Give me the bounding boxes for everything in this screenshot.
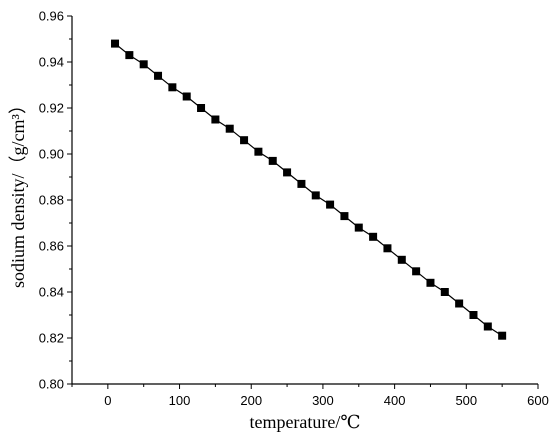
data-point xyxy=(426,278,435,287)
data-point xyxy=(397,255,406,264)
data-point xyxy=(225,124,234,133)
data-point xyxy=(383,244,392,253)
data-point xyxy=(139,60,148,69)
data-point xyxy=(254,147,263,156)
data-point xyxy=(340,212,349,221)
data-point xyxy=(469,311,478,319)
data-point xyxy=(297,179,306,188)
y-tick-label: 0.92 xyxy=(39,101,64,116)
data-point xyxy=(498,331,507,340)
y-tick-label: 0.88 xyxy=(39,193,64,208)
data-point xyxy=(283,168,292,177)
y-tick-label: 0.90 xyxy=(39,147,64,162)
axes xyxy=(71,16,538,385)
y-tick-label: 0.94 xyxy=(39,55,64,70)
y-tick-label: 0.82 xyxy=(39,331,64,346)
ticks: 0 100 200 300 400 500 600 0.80 0.82 0.84 0.86 0.88 0… xyxy=(39,9,549,409)
data-point xyxy=(483,322,492,331)
y-tick-label: 0.84 xyxy=(39,285,64,300)
y-tick-label: 0.96 xyxy=(39,9,64,24)
data-series xyxy=(111,39,507,340)
x-tick-label: 500 xyxy=(455,393,477,408)
series-line xyxy=(114,43,503,337)
data-point xyxy=(326,200,335,209)
data-point xyxy=(182,92,191,101)
data-point xyxy=(240,136,249,145)
data-point xyxy=(268,156,277,165)
y-tick-label: 0.86 xyxy=(39,239,64,254)
data-point xyxy=(455,299,464,308)
data-point xyxy=(412,267,421,276)
x-tick-label: 100 xyxy=(169,393,191,408)
y-axis-title: sodium density/（g/cm³） xyxy=(8,96,28,288)
data-point xyxy=(211,115,220,124)
x-tick-label: 300 xyxy=(312,393,334,408)
data-point xyxy=(311,191,320,200)
data-point xyxy=(168,83,177,92)
x-tick-label: 200 xyxy=(240,393,262,408)
x-tick-label: 400 xyxy=(384,393,406,408)
data-point xyxy=(125,51,134,60)
data-point xyxy=(440,288,449,296)
x-tick-label: 0 xyxy=(104,393,111,408)
y-tick-label: 0.80 xyxy=(39,377,64,392)
data-point xyxy=(197,104,206,112)
data-point xyxy=(369,232,378,241)
data-point xyxy=(154,71,163,80)
x-axis-title: temperature/℃ xyxy=(249,412,360,432)
data-point xyxy=(354,223,363,232)
data-point xyxy=(111,39,120,48)
x-tick-label: 600 xyxy=(527,393,549,408)
